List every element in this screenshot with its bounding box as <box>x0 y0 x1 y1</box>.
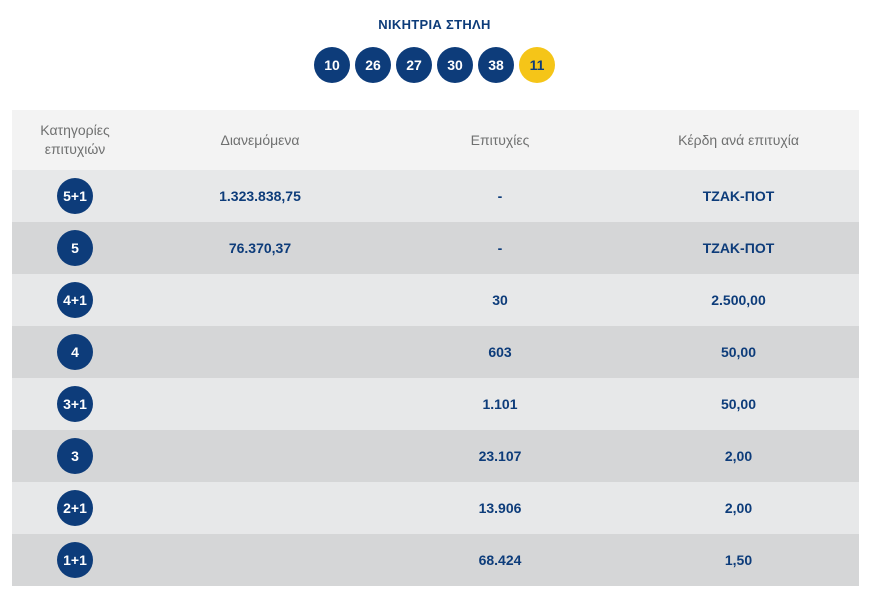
number-ball: 27 <box>396 47 432 83</box>
category-badge: 3+1 <box>57 386 93 422</box>
winners-cell: - <box>497 240 503 256</box>
header-winners: Επιτυχίες <box>470 132 530 148</box>
prize-cell: 50,00 <box>720 344 757 360</box>
prize-cell: ΤΖΑΚ-ΠΟΤ <box>702 188 775 204</box>
distributed-cell: 1.323.838,75 <box>219 188 301 204</box>
category-badge: 3 <box>57 438 93 474</box>
table-header-row: Κατηγορίες επιτυχιών Διανεμόμενα Επιτυχίε… <box>12 110 859 170</box>
winners-cell: 68.424 <box>478 552 522 568</box>
category-badge: 4 <box>57 334 93 370</box>
header-distributed: Διανεμόμενα <box>220 132 300 148</box>
header-category: Κατηγορίες επιτυχιών <box>12 121 138 159</box>
winning-numbers: 10 26 27 30 38 11 <box>0 47 869 83</box>
prize-cell: 50,00 <box>720 396 757 412</box>
bonus-number-ball: 11 <box>519 47 555 83</box>
table-row: 2+1 13.906 2,00 <box>12 482 859 534</box>
winners-cell: 13.906 <box>478 500 522 516</box>
table-row: 5 76.370,37 - ΤΖΑΚ-ΠΟΤ <box>12 222 859 274</box>
distributed-cell: 76.370,37 <box>228 240 292 256</box>
table-row: 3+1 1.101 50,00 <box>12 378 859 430</box>
prize-cell: 2,00 <box>724 448 753 464</box>
winners-cell: 1.101 <box>482 396 518 412</box>
prize-cell: 2,00 <box>724 500 753 516</box>
category-badge: 4+1 <box>57 282 93 318</box>
winners-cell: 23.107 <box>478 448 522 464</box>
prize-table: Κατηγορίες επιτυχιών Διανεμόμενα Επιτυχίε… <box>12 110 859 586</box>
winners-cell: 30 <box>492 292 508 308</box>
category-badge: 1+1 <box>57 542 93 578</box>
table-row: 4 603 50,00 <box>12 326 859 378</box>
number-ball: 38 <box>478 47 514 83</box>
header-prize: Κέρδη ανά επιτυχία <box>678 132 799 148</box>
number-ball: 30 <box>437 47 473 83</box>
prize-cell: ΤΖΑΚ-ΠΟΤ <box>702 240 775 256</box>
winners-cell: 603 <box>488 344 512 360</box>
table-row: 3 23.107 2,00 <box>12 430 859 482</box>
table-row: 1+1 68.424 1,50 <box>12 534 859 586</box>
prize-cell: 1,50 <box>724 552 753 568</box>
header-category-line2: επιτυχιών <box>44 141 106 157</box>
category-badge: 2+1 <box>57 490 93 526</box>
number-ball: 10 <box>314 47 350 83</box>
number-ball: 26 <box>355 47 391 83</box>
category-badge: 5 <box>57 230 93 266</box>
table-row: 5+1 1.323.838,75 - ΤΖΑΚ-ΠΟΤ <box>12 170 859 222</box>
category-badge: 5+1 <box>57 178 93 214</box>
prize-cell: 2.500,00 <box>711 292 766 308</box>
winning-column-title: ΝΙΚΗΤΡΙΑ ΣΤΗΛΗ <box>378 17 491 32</box>
header-category-line1: Κατηγορίες <box>40 122 110 138</box>
table-row: 4+1 30 2.500,00 <box>12 274 859 326</box>
winners-cell: - <box>497 188 503 204</box>
